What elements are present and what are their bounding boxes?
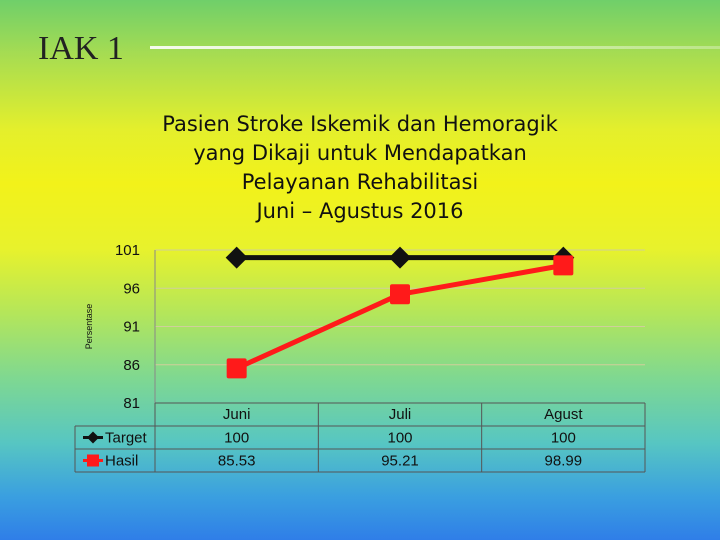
table-value-hasil: 95.21 [381,453,419,470]
table-value-target: 100 [224,430,249,447]
data-point-hasil [226,358,247,379]
table-value-target: 100 [387,430,412,447]
legend-label-target: Target [105,430,148,447]
x-category-label: Juni [223,406,251,423]
chart-title-line-3: Pelayanan Rehabilitasi [241,170,479,194]
legend-label-hasil: Hasil [105,453,138,470]
data-point-hasil [553,255,574,276]
y-tick-label: 91 [123,319,140,336]
data-point-hasil [390,284,410,305]
table-value-hasil: 85.53 [218,453,256,470]
chart-title: Pasien Stroke Iskemik dan Hemoragik yang… [110,110,610,226]
legend-key-marker-target [87,431,99,444]
legend-key-marker-hasil [87,454,99,467]
y-tick-label: 96 [123,280,140,297]
y-tick-label: 86 [123,357,140,374]
chart-title-line-1: Pasien Stroke Iskemik dan Hemoragik [162,112,558,136]
title-rule [150,46,720,49]
data-point-target [225,246,248,269]
x-category-label: Juli [389,406,412,423]
y-tick-label: 101 [115,242,140,259]
chart-title-line-2: yang Dikaji untuk Mendapatkan [193,141,527,165]
chart-title-line-4: Juni – Agustus 2016 [256,199,464,223]
x-category-label: Agust [544,406,583,423]
slide-title: IAK 1 [38,30,124,67]
table-value-target: 100 [551,430,576,447]
y-axis-label: Persentase [84,304,94,350]
data-point-target [389,246,411,269]
table-value-hasil: 98.99 [545,453,583,470]
y-tick-label: 81 [123,395,140,412]
series-line-hasil [235,262,564,371]
